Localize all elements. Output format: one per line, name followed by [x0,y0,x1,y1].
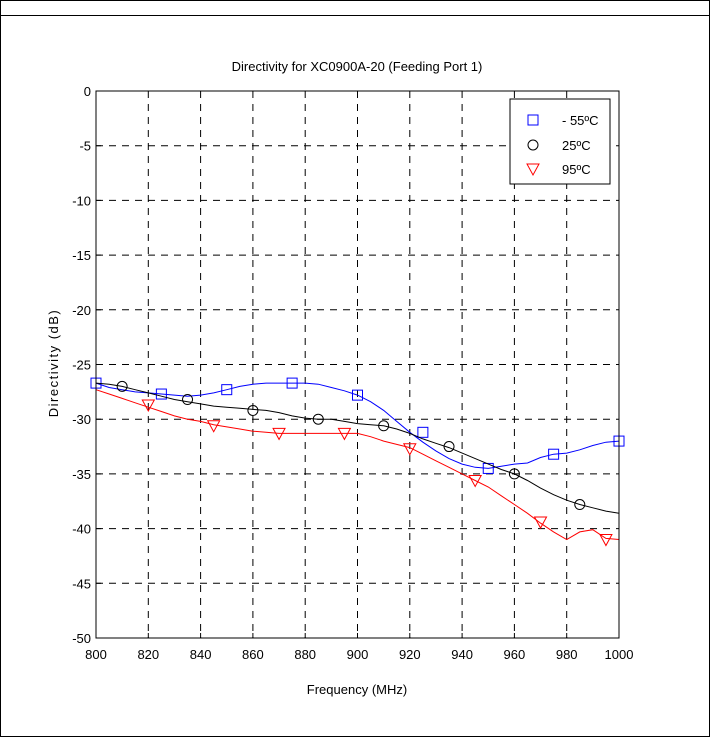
y-axis-label: Directivity (dB) [46,309,61,418]
data-point-95c [337,427,352,441]
legend-marker-95c [526,163,540,177]
data-point-25c [378,420,390,432]
y-tick-label: -20 [72,303,91,318]
legend-label-95: 95ºC [562,162,591,177]
data-point-25c [574,499,586,511]
data-point-95c [533,516,548,530]
legend: - 55ºC 25ºC 95ºC [509,98,611,185]
series-95c [95,389,620,547]
legend-label-55: - 55ºC [562,113,599,128]
data-point-25c [247,404,259,416]
x-tick-label: 820 [137,647,159,662]
y-tick-label: -25 [72,358,91,373]
data-point-minus-55c [286,377,298,389]
legend-marker-25c [527,139,539,151]
x-tick-label: 980 [556,647,578,662]
data-point-95c [599,534,613,547]
data-point-95c [206,420,221,433]
data-point-95c [272,427,286,441]
x-tick-label: 900 [347,647,369,662]
legend-marker-minus-55c [527,114,539,126]
x-tick-label: 800 [85,647,107,662]
plot-area-border [95,90,620,639]
x-tick-label: 840 [190,647,212,662]
data-point-25c [116,380,128,392]
y-tick-label: -5 [79,139,91,154]
series-25c [95,380,620,514]
data-point-95c [141,399,156,413]
data-point-95c [402,443,417,456]
data-point-25c [182,394,194,406]
y-tick-label: -10 [72,193,91,208]
y-tick-label: -50 [72,631,91,646]
x-axis-label: Frequency (MHz) [307,682,407,697]
data-point-minus-55c [482,462,494,474]
series [90,377,625,547]
data-point-minus-55c [221,384,233,396]
x-tick-label: 1000 [605,647,634,662]
x-tick-label: 920 [399,647,421,662]
data-point-25c [443,441,455,453]
data-point-25c [312,413,324,425]
series-line-minus-55c [95,382,620,469]
data-point-minus-55c [352,389,363,401]
legend-box [509,98,611,185]
data-point-minus-55c [548,448,560,460]
legend-markers [526,114,540,177]
x-tick-label: 860 [242,647,264,662]
y-tick-label: -35 [72,467,91,482]
y-tick-label: -40 [72,522,91,537]
y-tick-label: -30 [72,412,91,427]
data-point-minus-55c [155,388,167,400]
x-tick-label: 960 [504,647,526,662]
y-tick-label: -45 [72,576,91,591]
y-tick-label: -15 [72,248,91,263]
series-line-95c [95,389,620,541]
data-point-minus-55c [417,426,429,438]
axis-ticks: 800 820 840 860 880 900 920 940 960 980 1000 0 -5 -10… [72,84,633,662]
data-point-25c [508,468,520,480]
x-tick-label: 880 [294,647,316,662]
chart-title: Directivity for XC0900A-20 (Feeding Port… [232,59,483,74]
data-point-95c [468,474,483,488]
x-tick-label: 940 [451,647,473,662]
y-tick-label: 0 [84,84,91,99]
legend-label-25: 25ºC [562,138,591,153]
